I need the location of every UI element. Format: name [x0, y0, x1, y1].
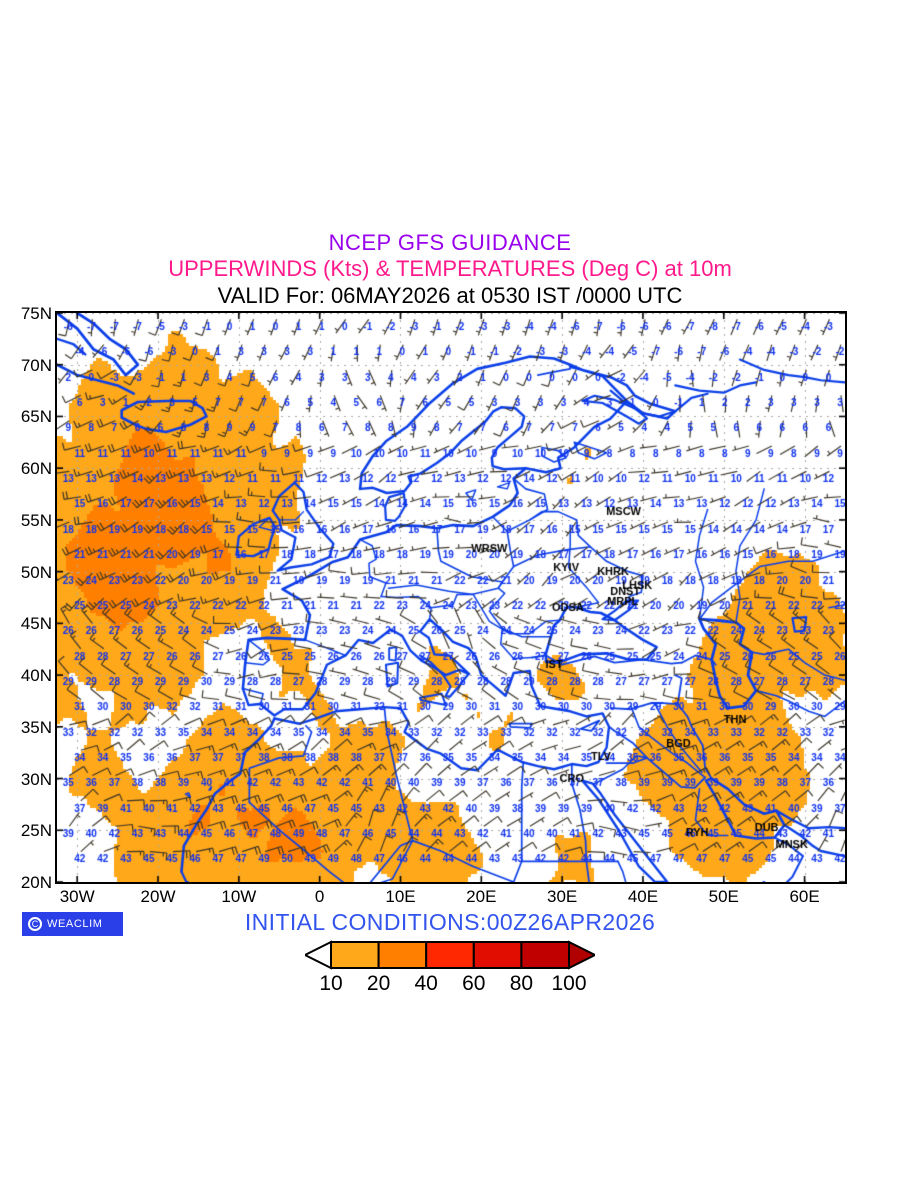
colorbar: 10 20 40 60 80 100 — [0, 940, 900, 998]
x-tick-10W: 10W — [221, 887, 257, 906]
x-tick-10E: 10E — [385, 887, 416, 906]
colorbar-tick-40: 40 — [414, 972, 438, 995]
page-title: NCEP GFS GUIDANCE — [328, 230, 572, 255]
colorbar-tick-80: 80 — [509, 972, 534, 995]
x-tick-0: 0 — [314, 887, 325, 906]
y-tick-35N: 35N — [20, 717, 52, 737]
y-tick-20N: 20N — [20, 873, 52, 892]
y-tick-40N: 40N — [20, 666, 52, 686]
colorbar-tick-10: 10 — [319, 972, 343, 995]
weaclim-watermark: C WEACLIM — [22, 912, 123, 936]
y-tick-70N: 70N — [20, 355, 52, 375]
y-tick-55N: 55N — [20, 510, 52, 530]
colorbar-tick-60: 60 — [462, 972, 486, 995]
weather-map-canvas[interactable] — [57, 313, 845, 882]
y-tick-65N: 65N — [20, 407, 52, 427]
x-tick-40E: 40E — [627, 887, 659, 906]
copyright-icon: C — [28, 917, 42, 931]
valid-time-label: VALID For: 06MAY2026 at 0530 IST /0000 U… — [217, 283, 683, 308]
weaclim-label: WEACLIM — [47, 918, 103, 930]
y-tick-25N: 25N — [20, 821, 52, 841]
y-tick-30N: 30N — [20, 769, 52, 789]
y-tick-60N: 60N — [20, 459, 52, 479]
x-tick-60E: 60E — [789, 887, 820, 906]
map-plot-area[interactable] — [55, 311, 847, 884]
x-tick-30E: 30E — [547, 887, 578, 906]
y-tick-45N: 45N — [20, 614, 52, 634]
x-tick-50E: 50E — [708, 887, 739, 906]
x-tick-20E: 20E — [466, 887, 497, 906]
colorbar-tick-100: 100 — [551, 972, 587, 995]
y-tick-75N: 75N — [20, 304, 52, 323]
x-tick-30W: 30W — [59, 887, 95, 906]
initial-conditions-label: INITIAL CONDITIONS:00Z26APR2026 — [244, 909, 656, 935]
colorbar-gradient — [305, 940, 595, 972]
colorbar-tick-20: 20 — [366, 972, 391, 995]
page-subtitle: UPPERWINDS (Kts) & TEMPERATURES (Deg C) … — [168, 256, 732, 281]
y-tick-50N: 50N — [20, 562, 52, 582]
colorbar-tick-labels: 10 20 40 60 80 100 — [290, 972, 610, 998]
x-tick-20W: 20W — [140, 887, 176, 906]
